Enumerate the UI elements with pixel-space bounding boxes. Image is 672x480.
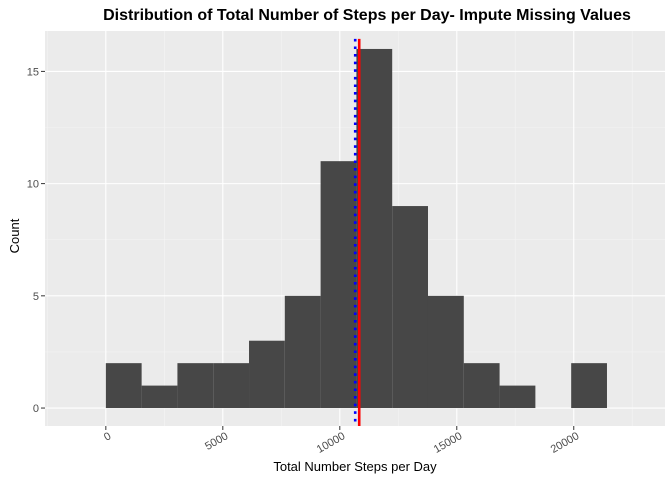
histogram-bar: [499, 385, 536, 409]
histogram-bar: [213, 363, 250, 409]
y-axis-title: Count: [7, 218, 22, 253]
reference-lines: [353, 38, 361, 426]
histogram-bar: [571, 363, 607, 409]
x-tick-label: 15000: [432, 430, 464, 456]
x-tick-label: 10000: [315, 430, 347, 456]
histogram-bar: [177, 363, 214, 409]
x-tick-label: 0: [102, 430, 113, 443]
histogram-bar: [320, 161, 357, 409]
histogram-bar: [284, 295, 321, 409]
histogram-bar: [356, 48, 393, 409]
x-axis-ticks: 0 5000 10000 15000 20000: [102, 426, 581, 456]
x-tick-label: 20000: [549, 430, 581, 456]
minor-gridlines: [45, 31, 665, 426]
histogram-bar: [105, 363, 142, 409]
y-axis-ticks: 0 5 10 15: [27, 66, 45, 415]
y-tick-label: 15: [27, 66, 39, 78]
y-tick-label: 5: [33, 291, 39, 303]
histogram-bar: [249, 340, 285, 409]
histogram-bar: [392, 206, 428, 409]
histogram-bar: [427, 295, 464, 409]
histogram-bars: [105, 48, 607, 409]
y-tick-label: 10: [27, 179, 39, 191]
chart-title: Distribution of Total Number of Steps pe…: [103, 7, 631, 24]
x-axis-title: Total Number Steps per Day: [273, 459, 437, 474]
histogram-bar: [463, 363, 500, 409]
histogram-bar: [141, 385, 178, 409]
x-tick-label: 5000: [203, 430, 230, 453]
y-tick-label: 0: [33, 403, 39, 415]
